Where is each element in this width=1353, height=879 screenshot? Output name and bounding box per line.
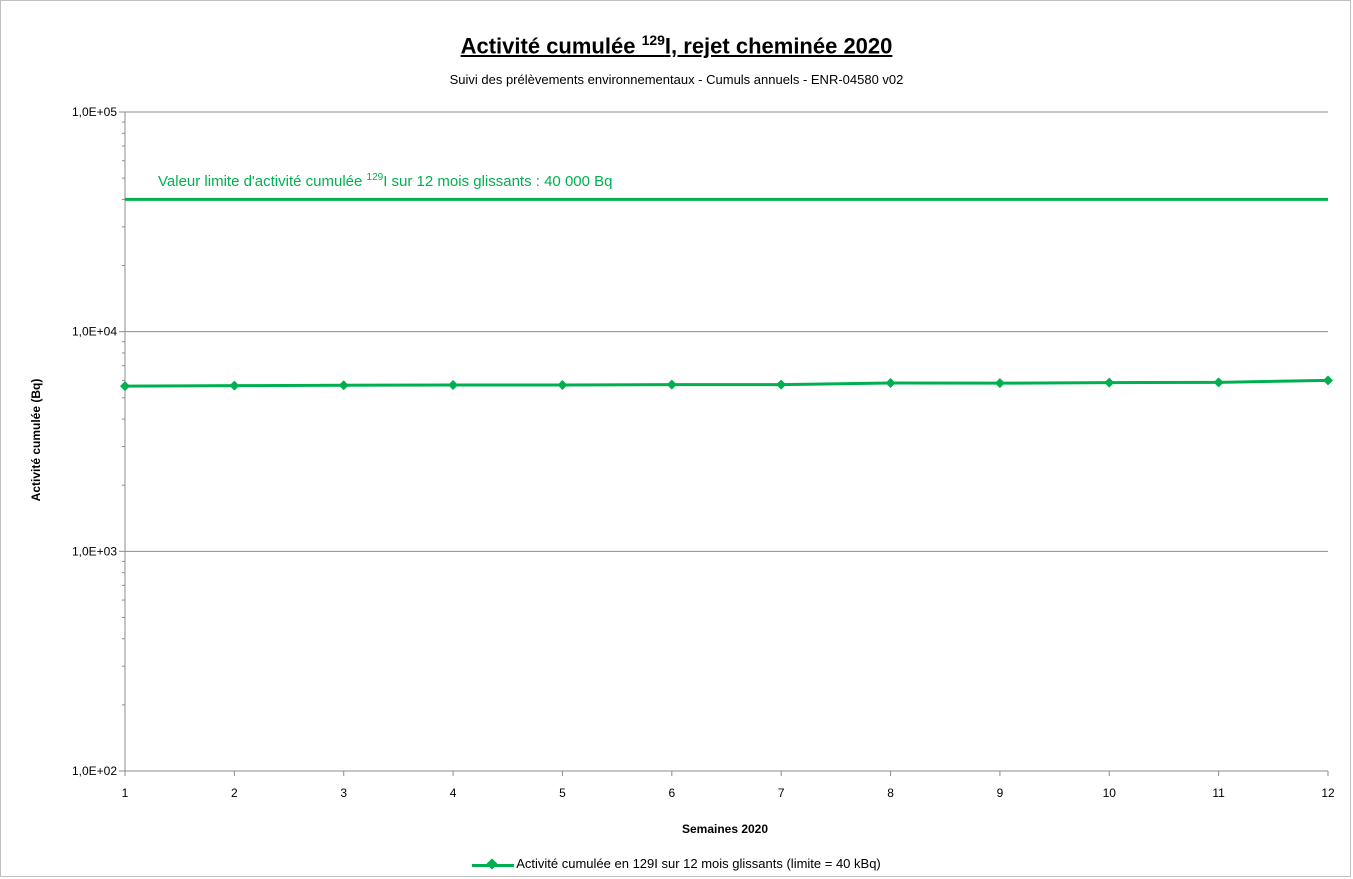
limit-label: Valeur limite d'activité cumulée 129I su… [158, 172, 613, 190]
data-point [120, 381, 130, 392]
legend-marker [472, 860, 515, 870]
x-tick-label: 8 [887, 786, 894, 800]
x-tick-label: 7 [778, 786, 785, 800]
series-line [124, 378, 1329, 388]
x-tick-label: 6 [668, 786, 675, 800]
data-point [994, 378, 1005, 389]
data-point [1213, 377, 1224, 388]
x-tick-label: 5 [559, 786, 566, 800]
x-tick-label: 2 [231, 786, 238, 800]
data-point [1323, 375, 1333, 386]
tick-labels: 1,0E+021,0E+031,0E+041,0E+051 2 3 4 5 6 7 8 9 10 1… [72, 105, 1335, 800]
y-tick-label: 1,0E+03 [72, 544, 117, 558]
data-point [885, 377, 896, 388]
x-tick-label: 11 [1212, 786, 1225, 800]
axes [119, 111, 1329, 776]
data-point [229, 380, 240, 391]
chart-title-superscript: 129 [641, 32, 665, 48]
legend: Activité cumulée en 129I sur 12 mois gli… [0, 856, 1353, 871]
series-group [120, 375, 1333, 392]
data-point [666, 379, 677, 390]
y-axis-label: Activité cumulée (Bq) [29, 379, 43, 502]
y-tick-label: 1,0E+05 [72, 105, 117, 119]
limit-label-prefix: Valeur limite d'activité cumulée [158, 173, 367, 190]
x-tick-label: 9 [997, 786, 1004, 800]
chart-title-prefix: Activité cumulée [460, 33, 642, 59]
grid-lines [125, 111, 1328, 552]
chart-title: Activité cumulée 129I, rejet cheminée 20… [0, 32, 1353, 59]
data-point [338, 380, 349, 391]
x-tick-label: 10 [1103, 786, 1117, 800]
y-tick-label: 1,0E+02 [72, 764, 117, 778]
x-tick-label: 12 [1321, 786, 1335, 800]
x-axis-label: Semaines 2020 [682, 822, 768, 836]
limit-label-superscript: 129 [366, 172, 384, 183]
data-point [557, 379, 568, 390]
x-tick-label: 1 [122, 786, 129, 800]
y-tick-label: 1,0E+04 [72, 325, 117, 339]
limit-label-suffix: I sur 12 mois glissants : 40 000 Bq [383, 173, 613, 190]
chart-subtitle: Suivi des prélèvements environnementaux … [449, 72, 904, 87]
x-tick-label: 4 [450, 786, 457, 800]
data-point [1104, 377, 1115, 388]
x-tick-label: 3 [340, 786, 347, 800]
data-point [776, 379, 787, 390]
data-point [448, 379, 459, 390]
legend-label: Activité cumulée en 129I sur 12 mois gli… [516, 856, 881, 871]
chart-title-suffix: I, rejet cheminée 2020 [664, 33, 893, 59]
